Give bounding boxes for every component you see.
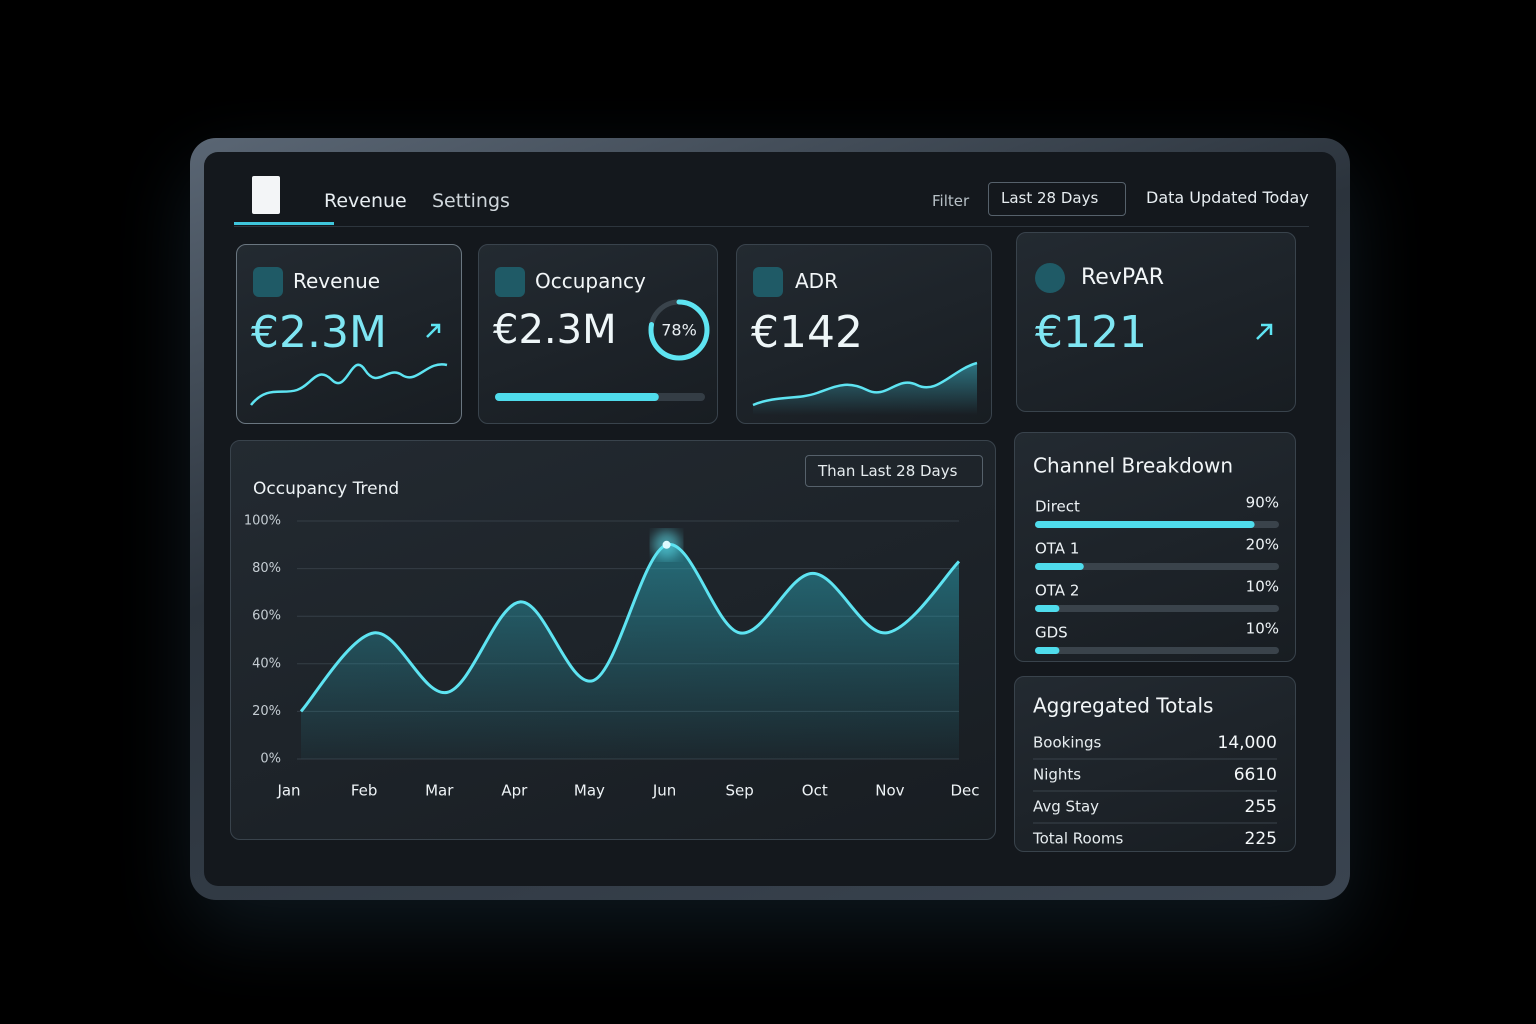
channel-value: 10% bbox=[1246, 620, 1279, 638]
chart: Occupancy Trend 0% 20% 40% 60% 80% 100% Jan Feb… bbox=[244, 479, 980, 800]
x-tick-label: Feb bbox=[351, 782, 378, 800]
y-tick-label: 100% bbox=[244, 514, 281, 529]
total-label: Bookings bbox=[1033, 734, 1102, 752]
kpi-value: €121 bbox=[1035, 307, 1147, 358]
kpi-card: RevPAR €121 bbox=[1016, 232, 1296, 412]
y-tick-label: 80% bbox=[252, 561, 281, 576]
occupancy-bar bbox=[495, 393, 659, 401]
channel-bar bbox=[1035, 563, 1084, 570]
channel-bar bbox=[1035, 647, 1060, 654]
channel-value: 10% bbox=[1246, 578, 1279, 596]
channel-label: OTA 2 bbox=[1035, 582, 1079, 600]
kpi-title: ADR bbox=[795, 269, 838, 293]
totals-title: Aggregated Totals bbox=[1033, 694, 1213, 718]
total-label: Total Rooms bbox=[1032, 830, 1124, 848]
ring-label: 78% bbox=[661, 321, 697, 340]
channel-value: 90% bbox=[1246, 494, 1279, 512]
compare-dropdown[interactable]: Than Last 28 Days bbox=[805, 455, 983, 487]
peak-dot bbox=[662, 540, 671, 549]
kpi-icon bbox=[253, 267, 283, 297]
nav-tab[interactable]: Revenue bbox=[324, 190, 407, 212]
x-tick-label: Jan bbox=[276, 782, 300, 800]
channel-bar bbox=[1035, 521, 1255, 528]
filter-label: Filter bbox=[932, 192, 970, 210]
x-tick-label: Oct bbox=[802, 782, 828, 800]
y-tick-label: 20% bbox=[252, 704, 281, 719]
total-value: 255 bbox=[1245, 797, 1277, 817]
update-status: Data Updated Today bbox=[1146, 188, 1309, 207]
channel-label: OTA 1 bbox=[1035, 540, 1079, 558]
channel-card: Channel Breakdown Direct 90% OTA 1 20% OTA 2… bbox=[1014, 432, 1296, 662]
kpi-title: Occupancy bbox=[535, 269, 646, 293]
kpi-icon bbox=[495, 267, 525, 297]
totals-table: Aggregated Totals Bookings 14,000 Nights 66… bbox=[1032, 694, 1277, 849]
monitor-frame: Revenue Settings Filter Last 28 Days Dat… bbox=[190, 138, 1350, 900]
header-divider bbox=[234, 226, 1309, 227]
channel-chart: Channel Breakdown Direct 90% OTA 1 20% OTA 2… bbox=[1033, 454, 1279, 654]
kpi-title: RevPAR bbox=[1081, 265, 1165, 290]
total-value: 225 bbox=[1245, 829, 1277, 849]
y-tick-label: 40% bbox=[252, 656, 281, 671]
kpi-icon bbox=[753, 267, 783, 297]
kpi-card: Occupancy €2.3M 78% bbox=[478, 244, 718, 424]
logo bbox=[252, 176, 280, 214]
kpi-card: Revenue €2.3M bbox=[236, 244, 462, 424]
total-value: 6610 bbox=[1234, 765, 1277, 785]
kpi-decor bbox=[1256, 323, 1273, 340]
chart-title: Occupancy Trend bbox=[253, 479, 399, 499]
line bbox=[299, 543, 961, 713]
y-tick-label: 60% bbox=[252, 609, 281, 624]
channel-track bbox=[1035, 647, 1279, 654]
kpi-card: ADR €142 bbox=[736, 244, 992, 424]
area bbox=[301, 544, 959, 759]
chart-card: Occupancy Trend 0% 20% 40% 60% 80% 100% Jan Feb… bbox=[230, 440, 996, 840]
channel-label: GDS bbox=[1035, 624, 1068, 642]
nav-tab[interactable]: Settings bbox=[432, 190, 510, 212]
total-value: 14,000 bbox=[1218, 733, 1277, 753]
channel-bar bbox=[1035, 605, 1060, 612]
x-tick-label: May bbox=[574, 782, 605, 800]
totals-card: Aggregated Totals Bookings 14,000 Nights 66… bbox=[1014, 676, 1296, 852]
x-tick-label: Dec bbox=[950, 782, 979, 800]
channel-title: Channel Breakdown bbox=[1033, 454, 1233, 478]
kpi-icon bbox=[1035, 263, 1065, 293]
kpi-decor bbox=[250, 323, 448, 406]
screen: Revenue Settings Filter Last 28 Days Dat… bbox=[204, 152, 1336, 886]
kpi-value: €142 bbox=[751, 307, 863, 358]
x-tick-label: Sep bbox=[726, 782, 754, 800]
x-tick-label: Apr bbox=[501, 782, 528, 800]
tab-underline bbox=[234, 222, 334, 225]
x-tick-label: Mar bbox=[425, 782, 454, 800]
occupancy-visual: 78% bbox=[495, 299, 710, 401]
kpi-decor bbox=[752, 361, 978, 415]
x-tick-label: Jun bbox=[652, 782, 676, 800]
channel-track bbox=[1035, 605, 1279, 612]
x-tick-label: Nov bbox=[875, 782, 904, 800]
kpi-title: Revenue bbox=[293, 269, 381, 293]
kpi-value: €2.3M bbox=[493, 307, 617, 353]
filter-dropdown[interactable]: Last 28 Days bbox=[988, 182, 1126, 216]
occupancy-ring bbox=[648, 299, 710, 361]
channel-track bbox=[1035, 563, 1279, 570]
channel-label: Direct bbox=[1035, 498, 1080, 516]
total-label: Avg Stay bbox=[1033, 798, 1099, 816]
total-label: Nights bbox=[1033, 766, 1081, 784]
channel-value: 20% bbox=[1246, 536, 1279, 554]
kpi-value: €2.3M bbox=[251, 307, 387, 358]
y-tick-label: 0% bbox=[260, 752, 281, 767]
